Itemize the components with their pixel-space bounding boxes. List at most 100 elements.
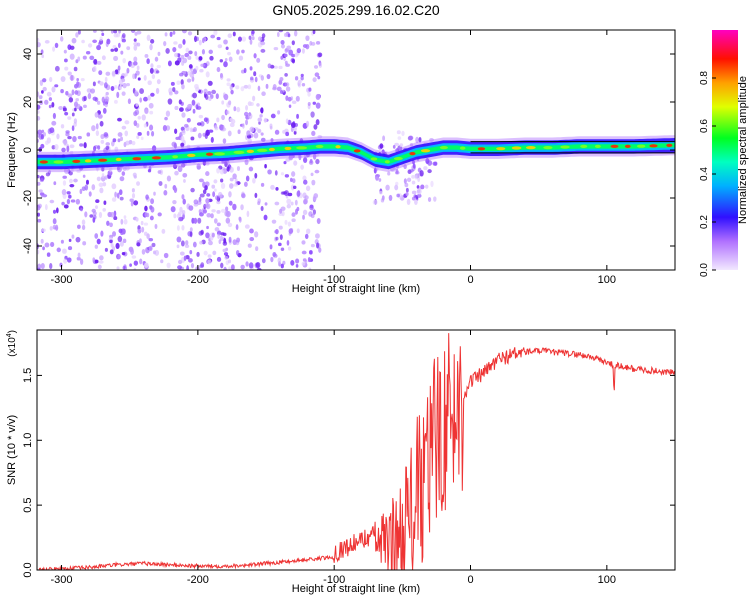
spectrogram-point [196, 163, 201, 170]
spectrogram-point [87, 92, 92, 100]
spectrogram-point [37, 204, 41, 211]
spectrogram-point [274, 129, 280, 135]
spectrogram-point [136, 65, 140, 71]
spectrogram-point [236, 106, 241, 113]
spectrogram-point [176, 80, 181, 86]
spectrogram-point [48, 97, 53, 101]
spectrogram-point [401, 130, 405, 137]
spectrogram-point [182, 209, 186, 215]
spectrogram-point [76, 78, 80, 82]
spectrogram-point [416, 188, 422, 195]
spectrogram-point [206, 225, 209, 230]
spectrogram-point [72, 135, 77, 143]
spectrogram-x-tick-label: -200 [187, 274, 209, 286]
spectrogram-point [118, 228, 123, 234]
spectrogram-point [249, 237, 255, 242]
svg-text:(x104): (x104) [6, 330, 18, 357]
spectrogram-point [221, 100, 225, 105]
spectrogram-point [143, 75, 147, 81]
spectrogram-point [273, 46, 279, 51]
spectrogram-point [226, 82, 231, 87]
spectrogram-point [117, 117, 122, 122]
spectrogram-point [171, 141, 177, 147]
spectrogram-point [275, 236, 279, 241]
spectrogram-point [271, 219, 277, 224]
spectrogram-point [317, 134, 323, 139]
colorbar-tick-label: 0.0 [699, 263, 710, 277]
spectrogram-point [48, 104, 52, 109]
spectrogram-point [137, 132, 142, 136]
spectrogram-y-tick-label: 20 [22, 96, 34, 108]
spectrogram-point [210, 213, 214, 219]
spectrogram-point [227, 259, 232, 264]
spectrogram-point [287, 246, 292, 251]
spectrogram-point [408, 135, 414, 141]
spectrogram-point [207, 90, 212, 96]
spectrogram-point [172, 46, 177, 53]
spectrogram-point [310, 243, 315, 248]
spectrogram-point [307, 101, 311, 106]
spectrogram-point [53, 181, 57, 186]
spectrogram-point [111, 197, 117, 202]
spectrogram-point [49, 127, 55, 134]
spectrogram-point [267, 169, 272, 175]
spectrogram-point [42, 86, 47, 92]
spectrogram-point [101, 167, 105, 172]
spectrogram-point [148, 165, 152, 171]
spectrogram-point [140, 220, 144, 226]
spectrogram-point [312, 209, 316, 215]
spectrogram-point [403, 178, 407, 184]
spectrogram-point [285, 118, 289, 124]
spectrogram-point [277, 257, 282, 264]
spectrogram-point [62, 107, 67, 112]
snr-scale-factor: (x104) [6, 330, 18, 357]
spectrogram-point [181, 84, 185, 90]
spectrogram-point [216, 36, 221, 41]
spectrogram-point [124, 120, 130, 125]
spectrogram-point [197, 217, 202, 224]
spectrogram-point [40, 238, 44, 244]
spectrogram-point [430, 180, 434, 188]
spectrogram-point [291, 212, 296, 217]
spectrogram-point [150, 63, 154, 69]
spectrogram-y-tick-label: 0 [22, 147, 34, 153]
spectrogram-scatter [37, 30, 438, 270]
spectrogram-point [139, 258, 143, 265]
spectrogram-point [189, 127, 193, 133]
spectrogram-point [199, 212, 204, 217]
spectrogram-point [224, 161, 228, 168]
spectrogram-point [174, 60, 180, 66]
spectrogram-point [118, 30, 121, 34]
spectrogram-point [95, 199, 100, 203]
spectrogram-point [37, 91, 40, 98]
spectrogram-point [264, 202, 268, 206]
snr-series-line [37, 333, 675, 570]
spectrogram-point [300, 164, 305, 170]
spectrogram-point [160, 259, 164, 264]
spectrogram-point [227, 130, 232, 137]
spectrogram-point [144, 212, 148, 218]
spectrogram-point [173, 186, 178, 193]
spectrogram-point [75, 97, 79, 102]
spectrogram-point [395, 168, 399, 175]
spectrogram-point [285, 63, 290, 67]
spectrogram-point [409, 169, 414, 173]
spectrogram-point [112, 138, 117, 143]
ridge-peak [72, 159, 81, 163]
spectrogram-point [203, 117, 208, 123]
spectrogram-point [93, 58, 98, 65]
spectrogram-point [261, 91, 266, 97]
spectrogram-point [180, 126, 185, 132]
spectrogram-point [245, 119, 248, 126]
spectrogram-point [106, 220, 110, 226]
spectrogram-point [208, 240, 213, 246]
spectrogram-point [124, 130, 129, 137]
spectrogram-point [315, 93, 321, 101]
spectrogram-point [293, 130, 297, 135]
spectrogram-point [98, 42, 101, 46]
spectrogram-point [180, 79, 184, 86]
spectrogram-point [172, 200, 177, 205]
spectrogram-point [92, 81, 96, 87]
spectrogram-point [63, 258, 68, 264]
spectrogram-point [176, 236, 182, 243]
